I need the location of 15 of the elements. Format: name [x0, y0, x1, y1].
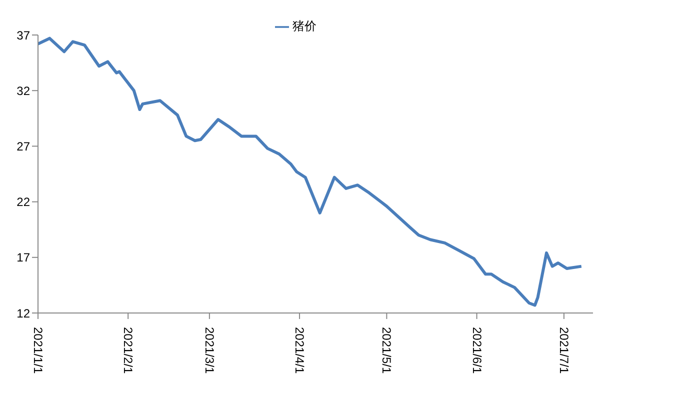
x-tick-label: 2021/1/1	[31, 327, 45, 374]
y-tick-label: 27	[16, 139, 30, 154]
legend-label: 猪价	[292, 19, 316, 33]
line-series	[38, 36, 583, 307]
y-tick-label: 22	[16, 195, 30, 210]
y-tick-label: 17	[16, 250, 30, 265]
x-tick-label: 2021/2/1	[121, 327, 136, 374]
y-tick-label: 12	[16, 306, 30, 320]
y-tick-label: 37	[16, 28, 30, 42]
x-tick-label: 2021/7/1	[556, 327, 571, 374]
x-tick-label: 2021/3/1	[202, 327, 216, 374]
x-tick-label: 2021/4/1	[292, 327, 307, 374]
x-tick-label: 2021/5/1	[380, 327, 394, 374]
x-tick-label: 2021/6/1	[470, 327, 484, 374]
y-tick-label: 32	[16, 84, 30, 98]
